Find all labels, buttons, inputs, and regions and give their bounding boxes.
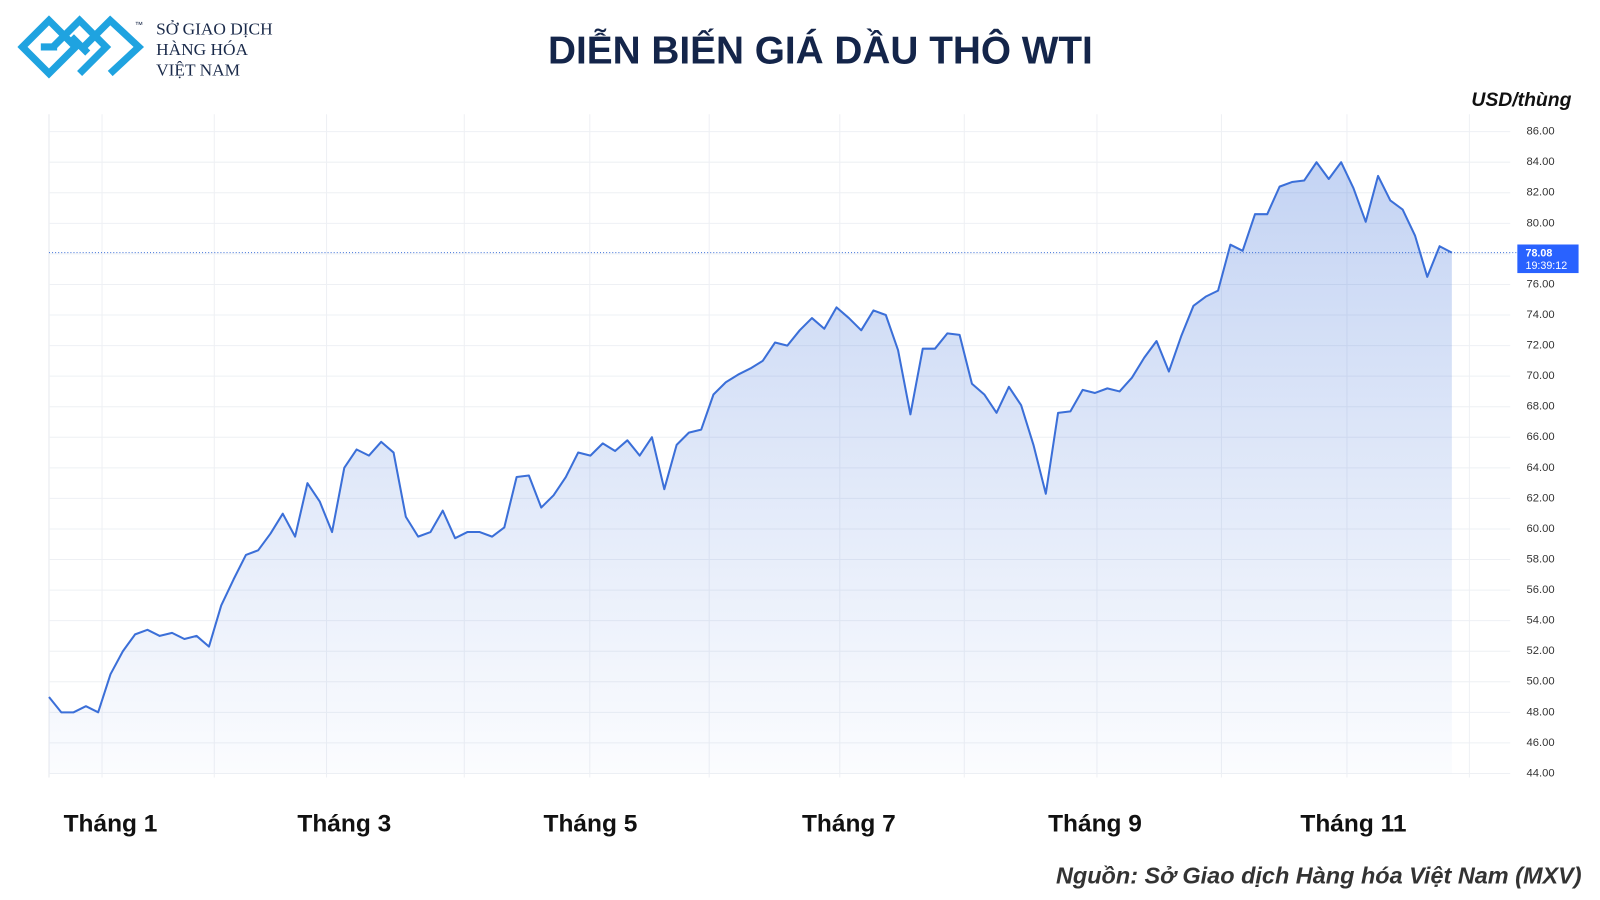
y-tick-label: 62.00	[1527, 492, 1555, 504]
y-tick-label: 86.00	[1527, 126, 1555, 138]
logo-tm: ™	[135, 21, 143, 30]
y-tick-label: 60.00	[1527, 523, 1555, 535]
line	[48, 161, 1453, 714]
y-axis-label: USD/thùng	[1471, 89, 1571, 111]
y-tick-label: 58.00	[1527, 553, 1555, 565]
y-tick-label: 68.00	[1527, 401, 1555, 413]
x-tick-label: Tháng 9	[1048, 811, 1142, 838]
y-tick-label: 80.00	[1527, 217, 1555, 229]
y-tick-label: 70.00	[1527, 370, 1555, 382]
y-tick-label: 50.00	[1527, 676, 1555, 688]
y-tick-label: 56.00	[1527, 584, 1555, 596]
y-tick-label: 82.00	[1527, 187, 1555, 199]
logo-shape	[40, 34, 91, 56]
source: Nguồn: Sở Giao dịch Hàng hóa Việt Nam (M…	[1056, 863, 1582, 889]
logo-text: SỞ GIAO DỊCH	[156, 20, 272, 39]
x-tick-label: Tháng 7	[802, 811, 896, 838]
x-tick-label: Tháng 11	[1300, 811, 1406, 838]
x-tick-label: Tháng 1	[64, 811, 158, 838]
y-tick-label: 48.00	[1527, 706, 1555, 718]
last-time-label: 19:39:12	[1526, 260, 1568, 272]
logo-text: HÀNG HÓA	[156, 40, 248, 59]
x-tick-label: Tháng 5	[544, 811, 638, 838]
logo	[17, 15, 145, 79]
y-tick-label: 46.00	[1527, 737, 1555, 749]
y-tick-label: 72.00	[1527, 340, 1555, 352]
y-tick-label: 74.00	[1527, 309, 1555, 321]
logo-shape	[81, 15, 145, 77]
y-tick-label: 76.00	[1527, 278, 1555, 290]
chart-title: DIỄN BIẾN GIÁ DẦU THÔ WTI	[548, 27, 1093, 72]
logo-shape	[17, 15, 81, 79]
logo-text: VIỆT NAM	[156, 61, 240, 80]
area	[48, 162, 1452, 774]
y-tick-label: 84.00	[1527, 156, 1555, 168]
last-price-tag	[1517, 244, 1579, 274]
y-tick-label: 52.00	[1527, 645, 1555, 657]
last-price-label: 78.08	[1526, 248, 1553, 260]
x-tick-label: Tháng 3	[297, 811, 391, 838]
y-tick-label: 54.00	[1527, 615, 1555, 627]
y-tick-label: 66.00	[1527, 431, 1555, 443]
y-tick-label: 44.00	[1527, 767, 1555, 779]
y-tick-label: 64.00	[1527, 462, 1555, 474]
